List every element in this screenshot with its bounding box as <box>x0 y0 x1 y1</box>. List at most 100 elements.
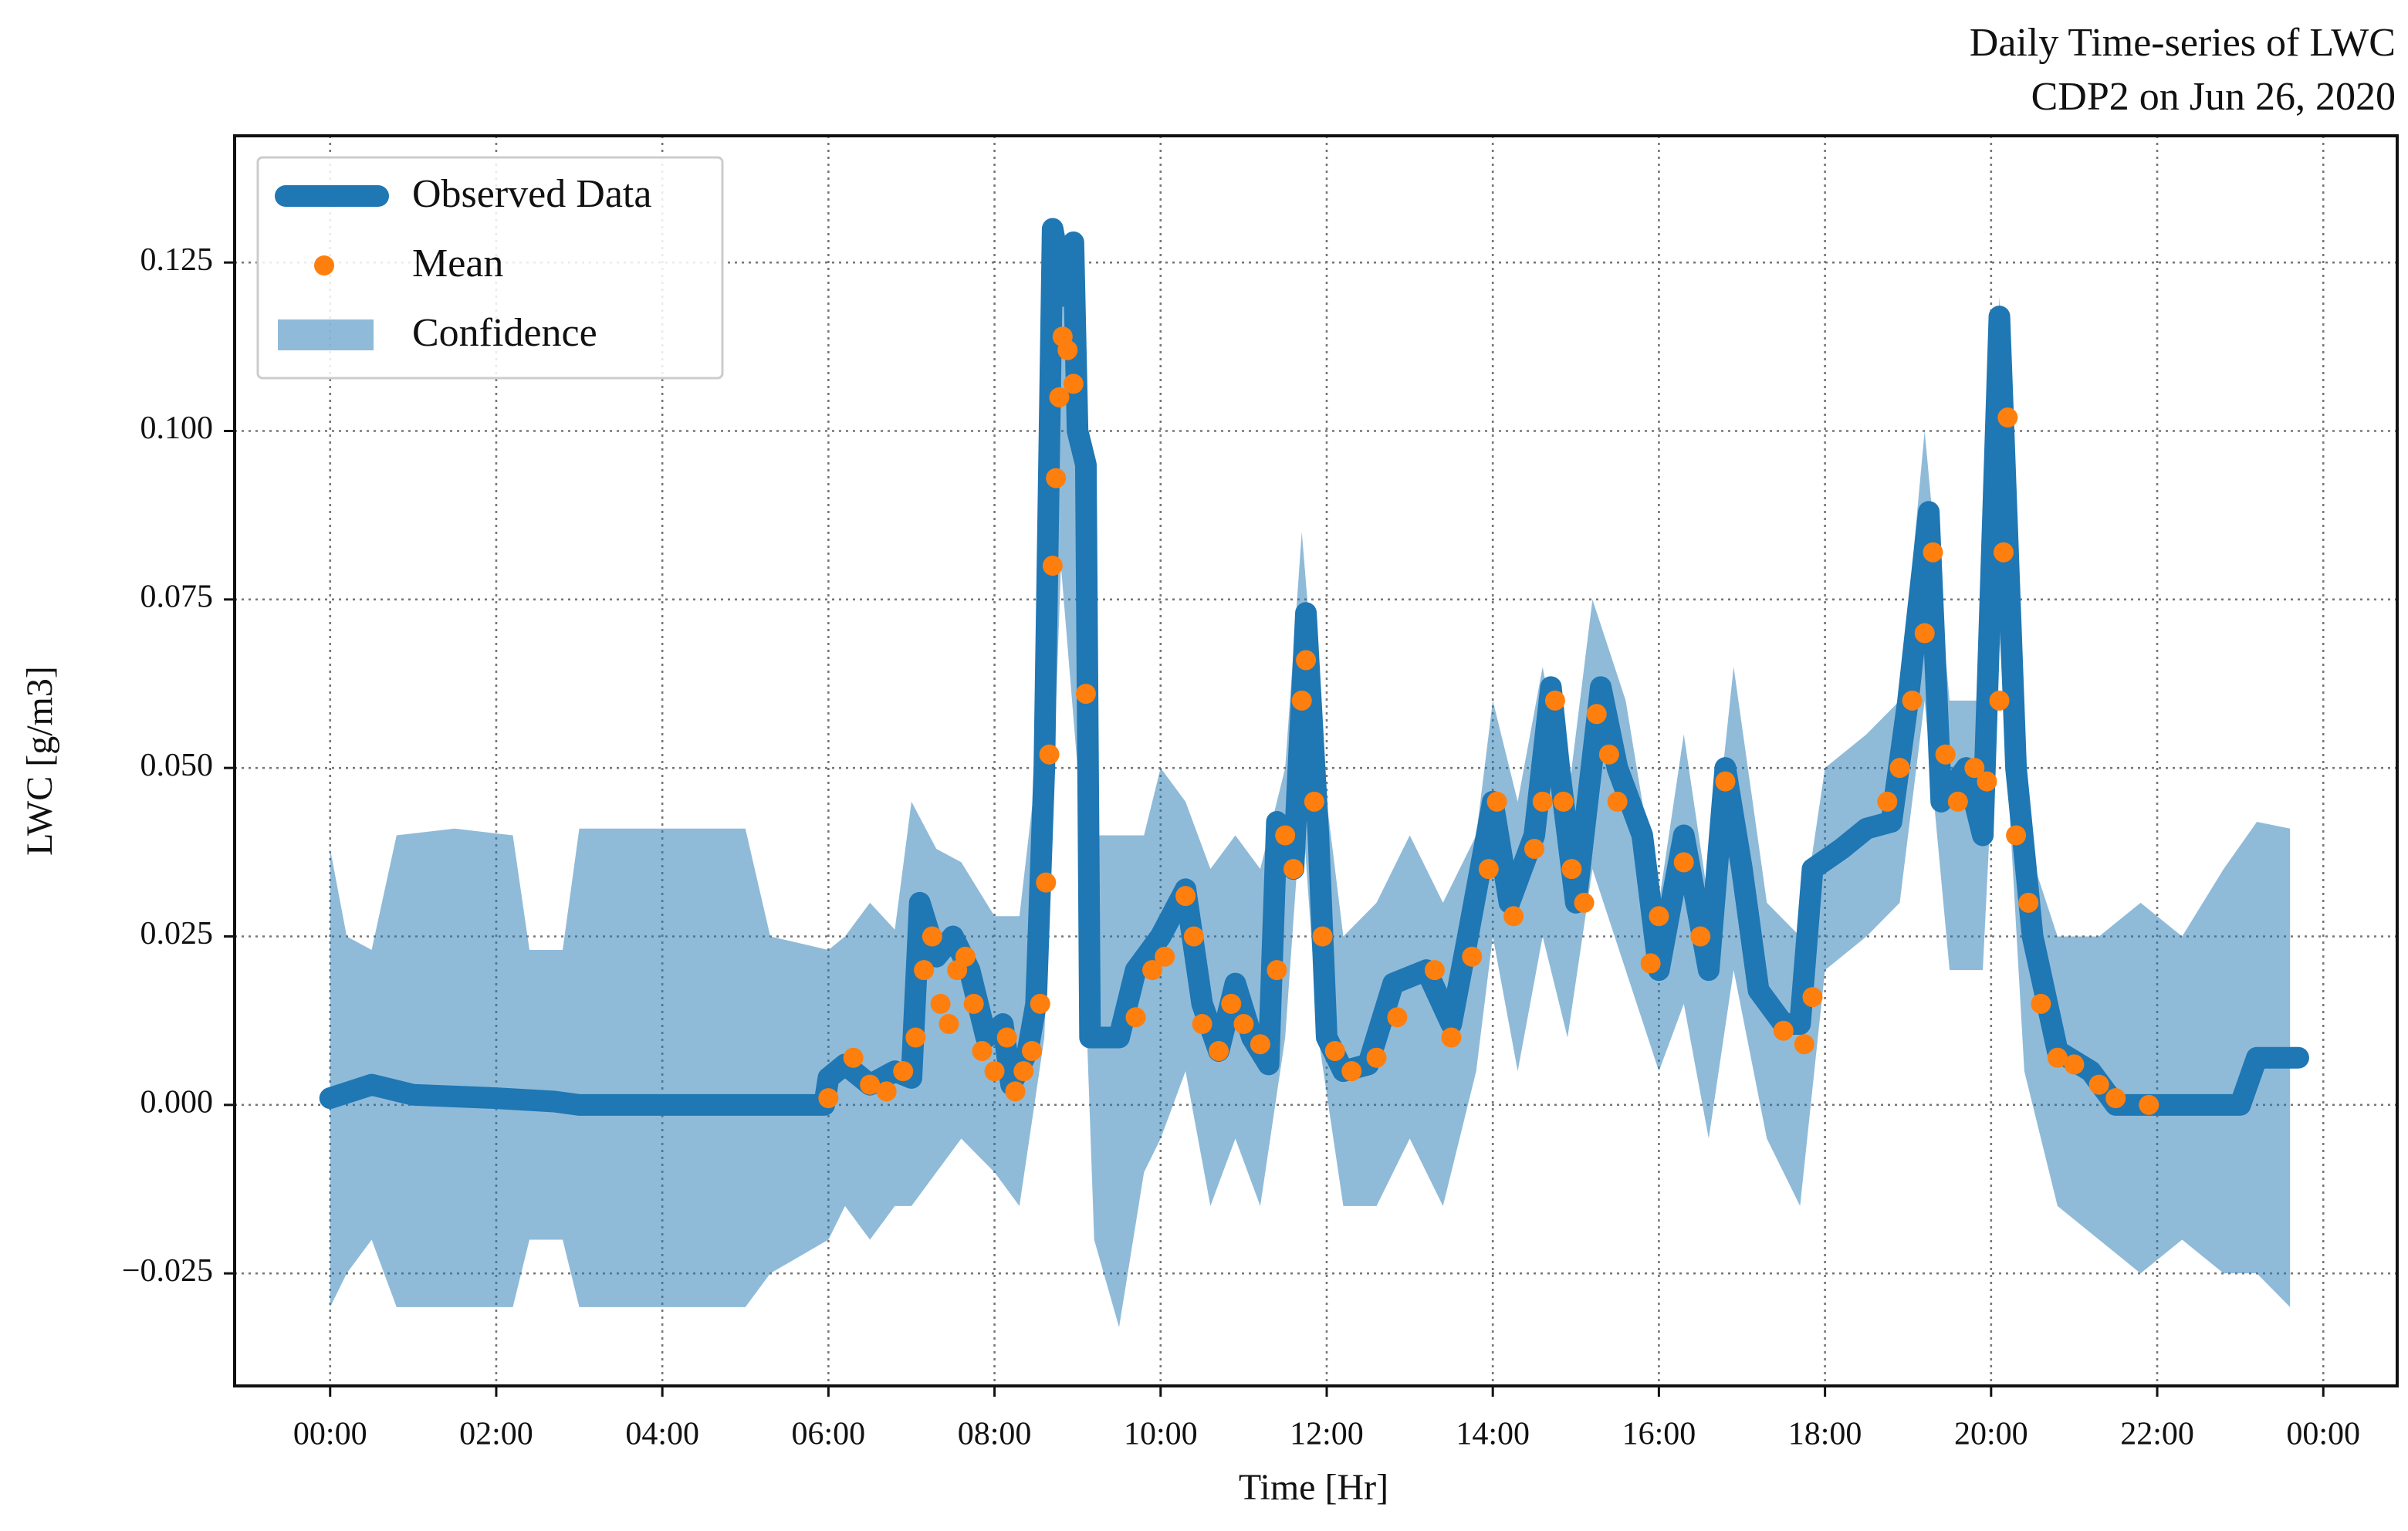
data-point <box>1175 886 1196 907</box>
data-point <box>1977 771 1997 792</box>
data-point <box>972 1040 993 1061</box>
data-point <box>914 960 935 981</box>
data-point <box>2105 1088 2126 1109</box>
legend: Observed Data Mean Confidence <box>256 156 724 380</box>
data-point <box>1690 926 1711 947</box>
plot-frame <box>233 134 2399 1387</box>
data-point <box>1877 791 1898 812</box>
data-point <box>1304 791 1324 812</box>
data-point <box>1486 791 1507 812</box>
data-point <box>1935 744 1956 765</box>
data-point <box>1640 953 1661 974</box>
data-point <box>1075 684 1096 705</box>
data-point <box>922 926 942 947</box>
data-point <box>1125 1007 1146 1028</box>
data-point <box>1291 690 1312 711</box>
data-point <box>905 1027 926 1048</box>
data-point <box>1889 758 1910 779</box>
data-point <box>1042 556 1063 576</box>
data-point <box>1341 1061 1362 1082</box>
data-point <box>1063 373 1084 394</box>
data-point <box>1773 1020 1794 1041</box>
data-point <box>1267 960 1287 981</box>
legend-label: Observed Data <box>412 172 651 216</box>
y-tick-label: 0.125 <box>140 242 214 278</box>
data-point <box>1914 623 1935 644</box>
data-point <box>1524 838 1544 859</box>
x-tick-label: 12:00 <box>1290 1417 1364 1452</box>
x-tick-label: 14:00 <box>1456 1417 1530 1452</box>
y-tick-label: 0.075 <box>140 579 214 614</box>
data-point <box>1964 758 1985 779</box>
data-point <box>1598 744 1619 765</box>
data-point <box>843 1047 864 1068</box>
data-point <box>1155 946 1175 967</box>
data-point <box>955 946 976 967</box>
data-point <box>1030 993 1050 1014</box>
data-point <box>876 1081 897 1102</box>
data-point <box>1005 1081 1026 1102</box>
data-point <box>860 1074 881 1095</box>
data-point <box>1586 704 1607 725</box>
data-point <box>1296 650 1317 671</box>
chart-title: Daily Time-series of LWC <box>1970 21 2396 65</box>
y-tick-label: 0.100 <box>140 411 214 446</box>
data-point <box>1250 1034 1270 1055</box>
data-point <box>1902 690 1923 711</box>
data-point <box>1997 407 2018 428</box>
data-point <box>1462 946 1483 967</box>
x-tick-label: 02:00 <box>459 1417 533 1452</box>
x-tick-label: 16:00 <box>1622 1417 1696 1452</box>
data-point <box>1794 1034 1814 1055</box>
x-tick-label: 08:00 <box>958 1417 1032 1452</box>
data-point <box>1013 1061 1034 1082</box>
data-point <box>1574 892 1595 913</box>
data-point <box>1366 1047 1387 1068</box>
data-point <box>1553 791 1574 812</box>
data-point <box>1441 1027 1462 1048</box>
data-point <box>1183 926 1204 947</box>
x-tick-label: 04:00 <box>625 1417 699 1452</box>
data-point <box>1607 791 1628 812</box>
data-point <box>1387 1007 1408 1028</box>
data-point <box>1673 852 1694 873</box>
data-point <box>2031 993 2051 1014</box>
data-point <box>1275 825 1296 846</box>
x-tick-label: 22:00 <box>2120 1417 2194 1452</box>
x-tick-label: 00:00 <box>2286 1417 2360 1452</box>
legend-label: Confidence <box>412 311 597 355</box>
data-point <box>1283 859 1304 880</box>
x-tick-label: 18:00 <box>1788 1417 1862 1452</box>
data-point <box>1544 690 1565 711</box>
x-tick-label: 10:00 <box>1124 1417 1198 1452</box>
data-point <box>1036 872 1057 893</box>
data-point <box>1715 771 1736 792</box>
chart-subtitle: CDP2 on Jun 26, 2020 <box>2031 75 2396 119</box>
y-tick-label: 0.000 <box>140 1084 214 1120</box>
data-point <box>1649 906 1669 927</box>
data-point <box>2018 892 2039 913</box>
x-tick-label: 00:00 <box>293 1417 367 1452</box>
y-tick-label: −0.025 <box>122 1253 213 1289</box>
x-tick-label: 06:00 <box>792 1417 866 1452</box>
data-point <box>893 1061 914 1082</box>
data-point <box>1989 690 2010 711</box>
data-point <box>1049 387 1070 407</box>
data-point <box>996 1027 1017 1048</box>
data-point <box>1947 791 1968 812</box>
data-point <box>1046 468 1067 488</box>
legend-patch <box>278 319 374 350</box>
x-axis-label: Time [Hr] <box>1239 1467 1388 1508</box>
data-point <box>1503 906 1524 927</box>
legend-label: Mean <box>412 242 503 286</box>
data-point <box>1424 960 1445 981</box>
x-tick-label: 20:00 <box>1954 1417 2028 1452</box>
legend-marker <box>314 255 334 275</box>
data-point <box>1532 791 1553 812</box>
data-point <box>2139 1094 2159 1115</box>
data-point <box>1993 542 2014 563</box>
y-tick-label: 0.050 <box>140 748 214 783</box>
y-axis-label: LWC [g/m3] <box>19 666 60 856</box>
data-point <box>818 1088 839 1109</box>
